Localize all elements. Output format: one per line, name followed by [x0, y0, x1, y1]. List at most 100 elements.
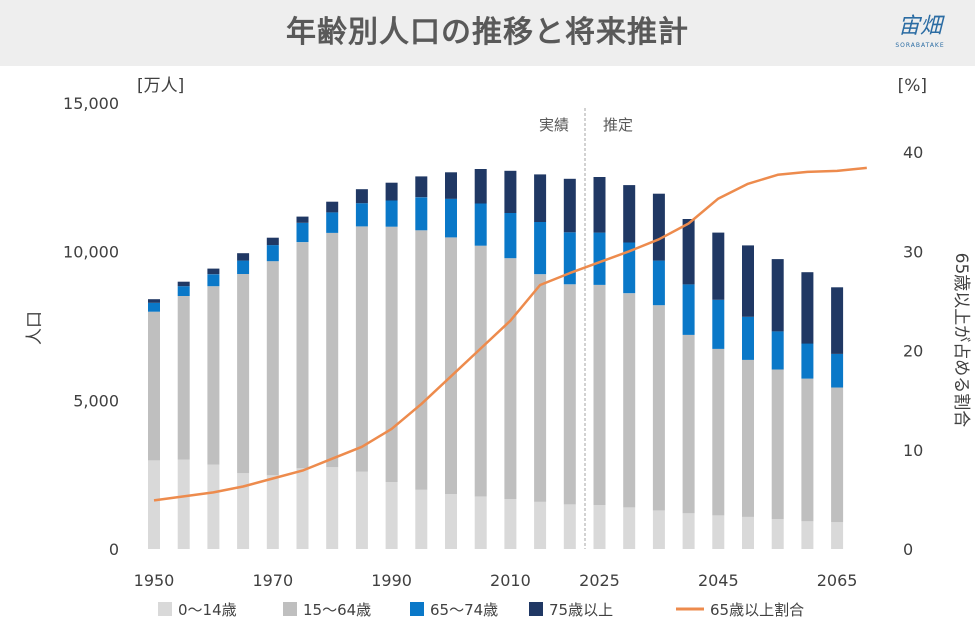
bar-2015-series-0	[534, 501, 547, 549]
bar-1970-series-1	[266, 261, 279, 476]
bar-2050-series-0	[742, 516, 754, 549]
bar-2015-series-3	[534, 174, 547, 222]
bar-2055-series-0	[771, 519, 784, 549]
bar-1950-series-0	[148, 460, 160, 549]
legend-label-1: 15～64歳	[303, 601, 371, 619]
bar-1980-series-3	[326, 201, 339, 213]
bar-2025-series-0	[593, 505, 606, 549]
bar-2005-series-2	[474, 203, 487, 246]
bar-1995-series-0	[415, 489, 428, 549]
legend-swatch-1	[283, 602, 297, 616]
bar-2000-series-1	[445, 237, 457, 494]
bar-1955-series-3	[177, 281, 190, 287]
bar-2040-series-1	[682, 334, 695, 514]
bar-2025-series-2	[593, 232, 606, 285]
bar-2060-series-1	[801, 378, 814, 522]
bar-2035-series-3	[652, 193, 665, 261]
legend-swatch-0	[158, 602, 172, 616]
bar-1985-series-2	[355, 203, 368, 227]
y2-tick-label: 20	[903, 342, 923, 361]
y2-axis-title: 65歳以上が占める割合	[951, 253, 971, 428]
bar-1995-series-3	[415, 176, 428, 198]
bar-1970-series-0	[266, 475, 279, 549]
bar-1990-series-0	[385, 482, 398, 549]
legend-label-3: 75歳以上	[549, 601, 613, 619]
bar-1970-series-3	[266, 237, 279, 246]
bar-2040-series-3	[682, 219, 695, 285]
brand-logo: 宙畑 SORABATAKE	[885, 12, 955, 58]
bar-2045-series-0	[712, 515, 725, 549]
y2-tick-label: 0	[903, 540, 913, 559]
bar-1960-series-2	[207, 274, 220, 287]
bar-1980-series-2	[326, 212, 339, 233]
bar-2005-series-1	[474, 245, 487, 497]
bar-2045-series-1	[712, 348, 725, 516]
bar-2065-series-1	[831, 387, 844, 523]
bar-2050-series-1	[742, 359, 754, 517]
bar-1985-series-1	[355, 226, 368, 472]
bar-1990-series-1	[385, 226, 398, 483]
bar-1950-series-1	[148, 311, 160, 461]
bar-2030-series-2	[623, 242, 636, 294]
title-bar	[0, 0, 975, 66]
ratio-line	[153, 166, 867, 502]
bar-2050-series-2	[742, 316, 754, 360]
bar-2060-series-2	[801, 343, 814, 379]
x-tick-label: 1970	[252, 571, 293, 590]
bar-2030-series-3	[623, 185, 636, 243]
bar-1965-series-2	[237, 260, 250, 274]
x-tick-label: 2025	[579, 571, 620, 590]
bar-2005-series-3	[474, 169, 487, 204]
bar-2035-series-1	[652, 305, 665, 511]
bar-1985-series-3	[355, 189, 368, 204]
bar-1990-series-2	[385, 200, 398, 227]
chart-title: 年齢別人口の推移と将来推計	[286, 15, 689, 50]
legend-label-4: 65歳以上割合	[710, 601, 804, 619]
y-tick-label: 5,000	[73, 391, 119, 410]
bar-2010-series-0	[504, 499, 517, 549]
bar-2010-series-1	[504, 258, 517, 499]
bar-2010-series-2	[504, 213, 517, 259]
x-tick-label: 2045	[698, 571, 739, 590]
bar-2000-series-0	[445, 494, 457, 549]
bar-1975-series-2	[296, 222, 309, 243]
bar-2000-series-3	[445, 172, 457, 199]
y-unit-label: [万人]	[137, 76, 184, 96]
bar-2025-series-3	[593, 177, 606, 233]
bar-1980-series-1	[326, 232, 339, 468]
bar-2060-series-3	[801, 272, 814, 344]
bar-2060-series-0	[801, 521, 814, 549]
x-tick-label: 2010	[490, 571, 531, 590]
bar-2040-series-2	[682, 284, 695, 335]
bar-1990-series-3	[385, 182, 398, 201]
logo-text: 宙畑	[897, 14, 942, 39]
bar-2040-series-0	[682, 513, 695, 549]
bar-2020-series-2	[563, 232, 576, 285]
bar-1965-series-3	[237, 253, 250, 261]
bar-1960-series-3	[207, 268, 220, 275]
bar-1970-series-2	[266, 245, 279, 262]
bar-2015-series-2	[534, 221, 547, 275]
y-tick-label: 10,000	[63, 243, 119, 262]
x-tick-label: 1950	[134, 571, 175, 590]
y2-tick-label: 30	[903, 242, 923, 261]
bar-1995-series-1	[415, 230, 428, 490]
x-tick-label: 2065	[817, 571, 858, 590]
bar-2065-series-2	[831, 353, 844, 388]
bar-2055-series-1	[771, 369, 784, 519]
legend-label-2: 65～74歳	[430, 601, 498, 619]
bar-1955-series-1	[177, 296, 190, 460]
x-tick-label: 1990	[371, 571, 412, 590]
bar-1960-series-0	[207, 464, 220, 549]
bar-2055-series-2	[771, 331, 784, 370]
bar-1955-series-0	[177, 459, 190, 549]
bar-2010-series-3	[504, 170, 517, 213]
y2-tick-label: 40	[903, 143, 923, 162]
bar-2035-series-2	[652, 260, 665, 306]
bar-1995-series-2	[415, 197, 428, 231]
bar-2025-series-1	[593, 285, 606, 505]
bar-2030-series-0	[623, 507, 636, 549]
bar-1975-series-1	[296, 242, 309, 469]
